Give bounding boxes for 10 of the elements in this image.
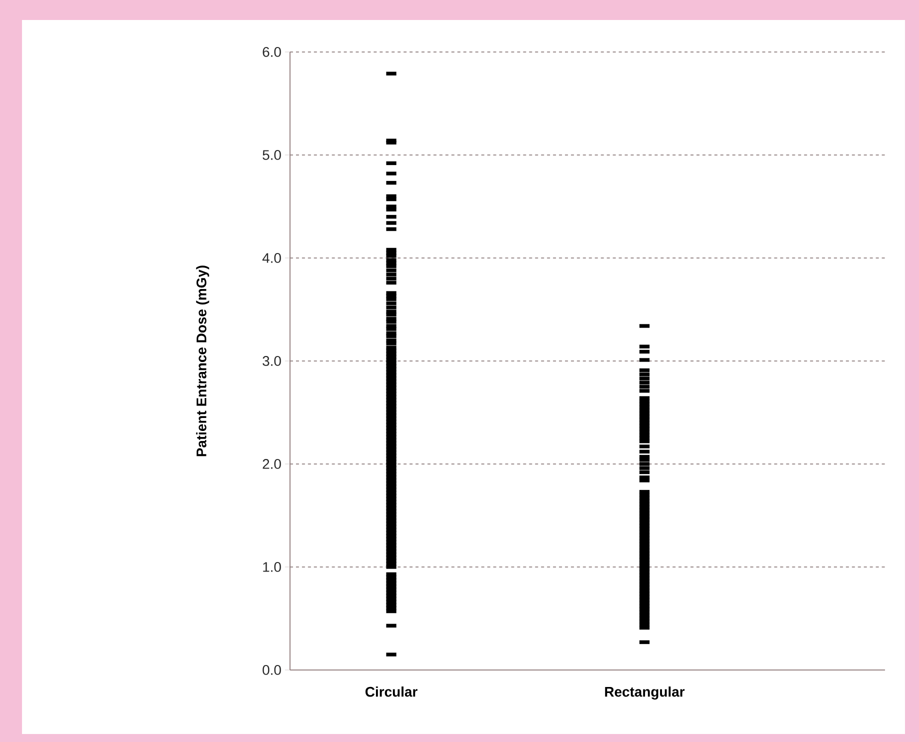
y-tick-label: 6.0 — [262, 47, 281, 57]
x-tick-label: Rectangular — [605, 686, 685, 700]
y-tick-label: 5.0 — [262, 150, 281, 160]
y-tick-label: 2.0 — [262, 459, 281, 469]
y-axis-title: Patient Entrance Dose (mGy) — [196, 266, 210, 456]
y-tick-label: 4.0 — [262, 253, 281, 263]
y-tick-label: 3.0 — [262, 356, 281, 366]
y-tick-label: 1.0 — [263, 562, 281, 572]
y-tick-label: 0.0 — [262, 665, 281, 675]
x-tick-label: Circular — [366, 686, 418, 697]
